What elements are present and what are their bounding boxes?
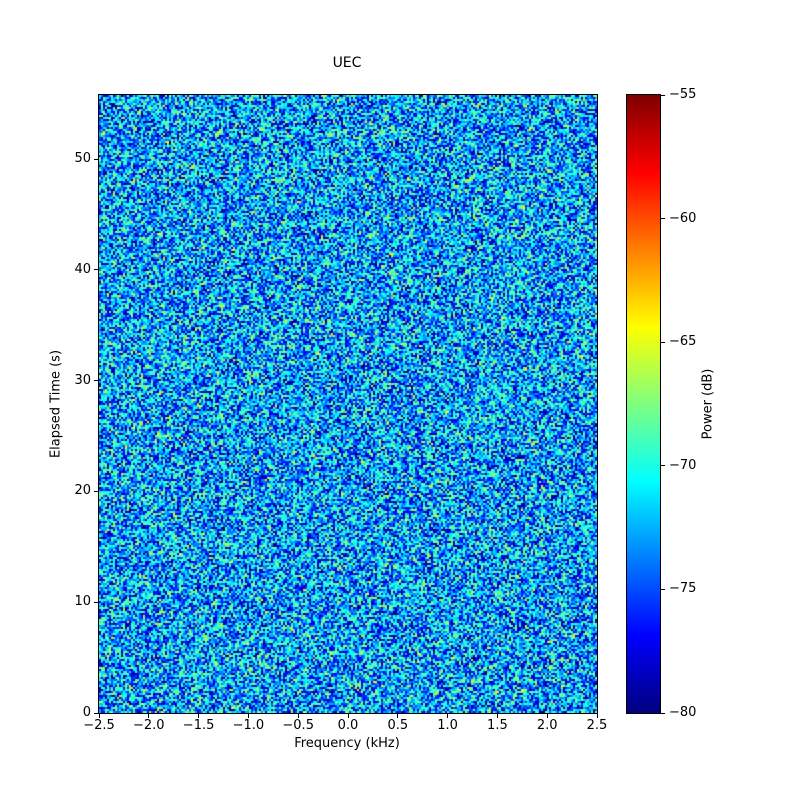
x-tick-label: 2.0 [536, 718, 558, 733]
x-tick-label: −0.5 [282, 718, 314, 733]
y-tick-mark [94, 712, 98, 714]
y-axis-label: Elapsed Time (s) [48, 349, 64, 459]
y-tick-mark [94, 601, 98, 603]
x-tick-mark [247, 714, 249, 718]
x-tick-mark [397, 714, 399, 718]
x-tick-mark [347, 714, 349, 718]
x-tick-mark [98, 714, 100, 718]
colorbar-tick-mark [661, 341, 665, 343]
colorbar-gradient [627, 95, 660, 713]
x-tick-label: −1.5 [182, 718, 215, 733]
x-tick-mark [198, 714, 200, 718]
colorbar-tick-label: −60 [669, 210, 697, 226]
x-tick-label: 2.5 [586, 718, 608, 733]
spectrogram-heatmap [99, 95, 597, 713]
y-tick-label: 10 [74, 594, 91, 610]
x-tick-mark [447, 714, 449, 718]
plot-title: UEC [332, 55, 362, 71]
colorbar-tick-mark [661, 94, 665, 96]
colorbar-tick-mark [661, 465, 665, 467]
x-tick-mark [148, 714, 150, 718]
x-tick-mark [297, 714, 299, 718]
colorbar-tick-mark [661, 218, 665, 220]
x-tick-label: 1.0 [437, 718, 458, 733]
colorbar-tick-mark [661, 588, 665, 590]
y-tick-mark [94, 269, 98, 271]
colorbar-tick-label: −70 [669, 457, 697, 473]
colorbar-tick-label: −80 [669, 705, 697, 720]
y-tick-label: 0 [82, 705, 91, 720]
y-tick-label: 40 [74, 261, 91, 277]
y-tick-mark [94, 158, 98, 160]
colorbar-tick-label: −55 [669, 87, 697, 102]
x-tick-label: −1.0 [232, 718, 265, 733]
y-tick-label: 30 [74, 372, 91, 388]
x-tick-label: 0.0 [337, 718, 359, 733]
x-tick-mark [596, 714, 598, 718]
y-tick-label: 20 [74, 483, 91, 499]
y-tick-mark [94, 490, 98, 492]
y-tick-mark [94, 380, 98, 382]
colorbar-tick-mark [661, 712, 665, 714]
x-tick-label: −2.0 [133, 718, 165, 733]
colorbar-tick-label: −65 [669, 334, 697, 350]
colorbar-tick-label: −75 [669, 581, 697, 597]
x-tick-mark [546, 714, 548, 718]
x-tick-label: −2.5 [83, 718, 115, 733]
colorbar [626, 94, 661, 714]
x-tick-label: 1.5 [487, 718, 508, 733]
colorbar-label: Power (dB) [700, 368, 716, 440]
heatmap-axes [98, 94, 598, 714]
x-tick-label: 0.5 [387, 718, 409, 733]
x-tick-mark [496, 714, 498, 718]
x-axis-label: Frequency (kHz) [294, 736, 400, 751]
y-tick-label: 50 [74, 151, 91, 167]
